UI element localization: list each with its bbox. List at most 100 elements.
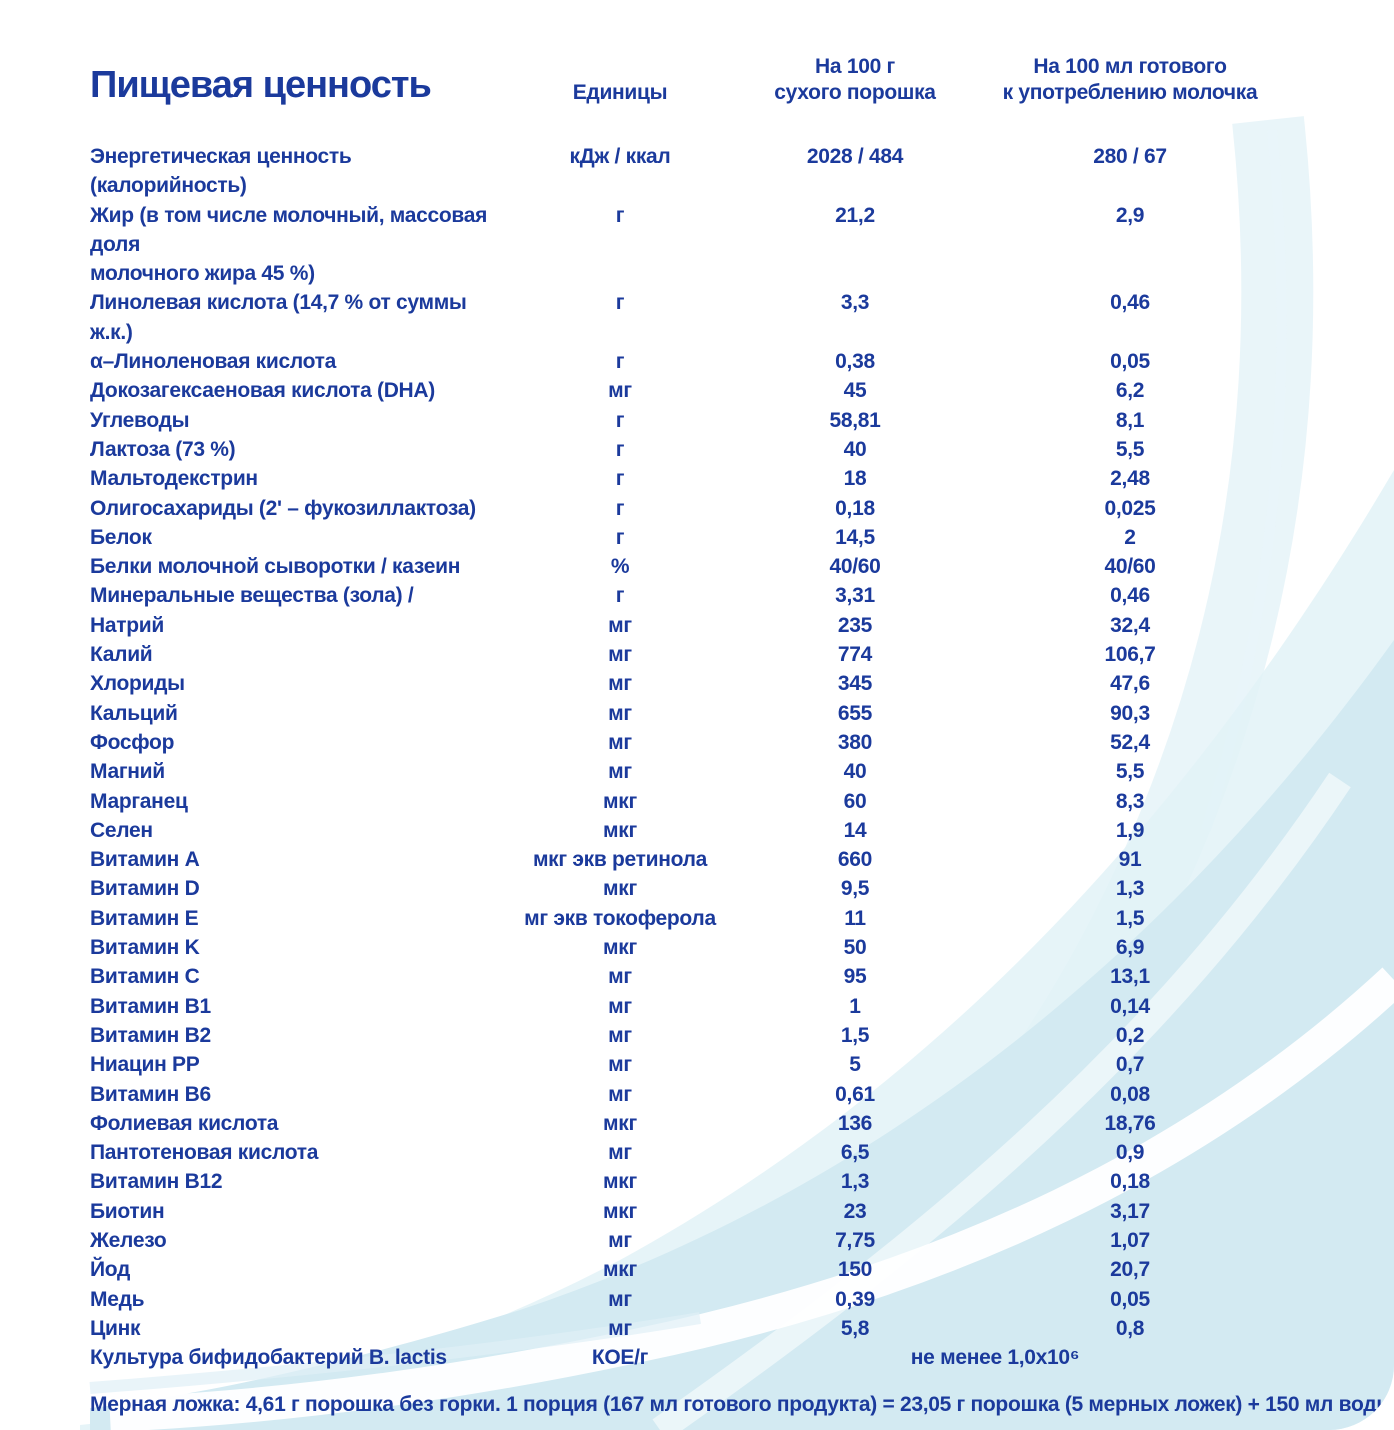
- value-per-100g: 150: [837, 1258, 873, 1282]
- table-row: Линолевая кислота (14,7 % от суммы ж.к.)…: [90, 288, 1354, 347]
- nutrient-label: Магний: [90, 760, 165, 784]
- value-per-100g: 235: [837, 613, 873, 637]
- col-header-per-100ml-line1: На 100 мл готового: [1033, 55, 1227, 78]
- value-per-100g: 45: [843, 379, 867, 403]
- nutrient-label: Витамин B1: [90, 994, 211, 1018]
- nutrient-label: Пантотеновая кислота: [90, 1141, 319, 1165]
- table-row: Медь мг 0,39 0,05: [90, 1285, 1354, 1314]
- nutrient-label: Фосфор: [90, 730, 175, 754]
- nutrient-label: Углеводы: [90, 408, 190, 432]
- value-per-100ml: 0,8: [1115, 1316, 1145, 1340]
- nutrient-unit: мг: [608, 1023, 632, 1047]
- value-per-100ml: 0,9: [1115, 1141, 1145, 1165]
- value-per-100g: 2028 / 484: [806, 145, 904, 168]
- nutrient-unit: мг: [608, 1287, 632, 1311]
- table-row: Энергетическая ценность (калорийность) к…: [90, 142, 1354, 201]
- nutrient-label: Культура бифидобактерий B. lactis: [90, 1346, 447, 1370]
- nutrient-unit: мг: [608, 1082, 632, 1106]
- value-per-100g: 0,38: [835, 350, 875, 374]
- nutrient-label: Белок: [90, 525, 152, 549]
- table-row: Витамин K мкг 50 6,9: [90, 933, 1354, 962]
- value-per-100g: 5: [849, 1053, 861, 1077]
- table-row: Минеральные вещества (зола) / г 3,31 0,4…: [90, 581, 1354, 610]
- nutrient-unit: мкг экв ретинола: [532, 848, 708, 872]
- value-per-100g: 3,3: [840, 291, 870, 315]
- bifido-count-value: не менее 1,0x10⁶: [910, 1346, 1080, 1370]
- nutrient-label: Калий: [90, 643, 153, 667]
- value-per-100ml: 280 / 67: [1093, 145, 1167, 168]
- nutrient-unit: мг: [608, 994, 632, 1018]
- col-header-units: Единицы: [572, 81, 668, 104]
- nutrient-label: Железо: [90, 1228, 167, 1252]
- table-row: Витамин B12 мкг 1,3 0,18: [90, 1167, 1354, 1196]
- nutrient-label: Витамин C: [90, 965, 200, 989]
- nutrient-label: Ниацин PP: [90, 1053, 200, 1077]
- col-header-per-100ml: На 100 мл готового к употреблению молочк…: [990, 54, 1270, 106]
- table-header: Пищевая ценность Единицы На 100 г сухого…: [90, 54, 1354, 106]
- value-per-100g: 40: [843, 760, 867, 784]
- table-row: α–Линоленовая кислота г 0,38 0,05: [90, 347, 1354, 376]
- nutrient-unit: мкг: [603, 1170, 637, 1194]
- table-row: Пантотеновая кислота мг 6,5 0,9: [90, 1138, 1354, 1167]
- value-per-100g: 7,75: [835, 1228, 875, 1252]
- nutrient-label: Фолиевая кислота: [90, 1111, 279, 1135]
- nutrient-label: Энергетическая ценность (калорийность): [90, 145, 352, 198]
- nutrient-unit: мкг: [603, 1111, 637, 1135]
- nutrient-label: Марганец: [90, 789, 188, 813]
- nutrient-label: Мальтодекстрин: [90, 467, 258, 491]
- nutrient-unit: г: [615, 467, 625, 491]
- value-per-100g: 1,3: [840, 1170, 870, 1194]
- value-per-100ml: 0,2: [1115, 1023, 1145, 1047]
- nutrient-unit: г: [615, 350, 625, 374]
- table-row: Лактоза (73 %) г 40 5,5: [90, 435, 1354, 464]
- table-row: Селен мкг 14 1,9: [90, 816, 1354, 845]
- table-row: Цинк мг 5,8 0,8: [90, 1314, 1354, 1343]
- table-row: Витамин D мкг 9,5 1,3: [90, 874, 1354, 903]
- value-per-100g: 774: [837, 643, 873, 667]
- value-per-100ml: 32,4: [1110, 613, 1150, 637]
- nutrient-label: Линолевая кислота (14,7 % от суммы ж.к.): [90, 291, 467, 344]
- nutrient-unit: г: [615, 584, 625, 608]
- nutrient-unit: мг: [608, 672, 632, 696]
- nutrient-unit: мг: [608, 965, 632, 989]
- value-per-100ml: 0,025: [1104, 496, 1156, 520]
- nutrient-label: Витамин B2: [90, 1023, 211, 1047]
- nutrient-label: Хлориды: [90, 672, 185, 696]
- table-row: Витамин E мг экв токоферола 11 1,5: [90, 904, 1354, 933]
- value-per-100ml: 5,5: [1115, 437, 1145, 461]
- nutrient-unit: г: [615, 525, 625, 549]
- value-per-100ml: 1,07: [1110, 1228, 1150, 1252]
- table-row: Витамин B1 мг 1 0,14: [90, 992, 1354, 1021]
- nutrient-unit: г: [615, 203, 625, 227]
- value-per-100g: 136: [837, 1111, 873, 1135]
- table-row: Витамин B6 мг 0,61 0,08: [90, 1080, 1354, 1109]
- value-per-100g: 345: [837, 672, 873, 696]
- col-header-per-100ml-line2: к употреблению молочка: [1002, 81, 1258, 104]
- nutrient-unit: г: [615, 408, 625, 432]
- nutrient-label: Витамин B12: [90, 1170, 223, 1194]
- table-row: Витамин C мг 95 13,1: [90, 962, 1354, 991]
- value-per-100ml: 0,05: [1110, 350, 1150, 374]
- value-per-100ml: 8,1: [1115, 408, 1145, 432]
- swoosh-main: [90, 640, 1394, 1430]
- value-per-100ml: 6,2: [1115, 379, 1145, 403]
- table-row: Ниацин PP мг 5 0,7: [90, 1050, 1354, 1079]
- value-per-100g: 14: [843, 818, 867, 842]
- table-row: Жир (в том числе молочный, массовая доля…: [90, 201, 1354, 289]
- table-row: Кальций мг 655 90,3: [90, 699, 1354, 728]
- table-body: Энергетическая ценность (калорийность) к…: [90, 142, 1354, 1343]
- table-row: Хлориды мг 345 47,6: [90, 669, 1354, 698]
- nutrient-unit: мкг: [603, 1199, 637, 1223]
- col-header-per-100g: На 100 г сухого порошка: [720, 54, 990, 106]
- nutrient-unit: г: [615, 437, 625, 461]
- value-per-100g: 1: [849, 994, 861, 1018]
- nutrient-unit: мг: [608, 1228, 632, 1252]
- value-per-100ml: 5,5: [1115, 760, 1145, 784]
- value-per-100ml: 6,9: [1115, 936, 1145, 960]
- value-per-100g: 11: [844, 906, 866, 930]
- nutrient-label: Селен: [90, 818, 153, 842]
- value-per-100ml: 1,3: [1115, 877, 1145, 901]
- swoosh-tail: [89, 1312, 701, 1394]
